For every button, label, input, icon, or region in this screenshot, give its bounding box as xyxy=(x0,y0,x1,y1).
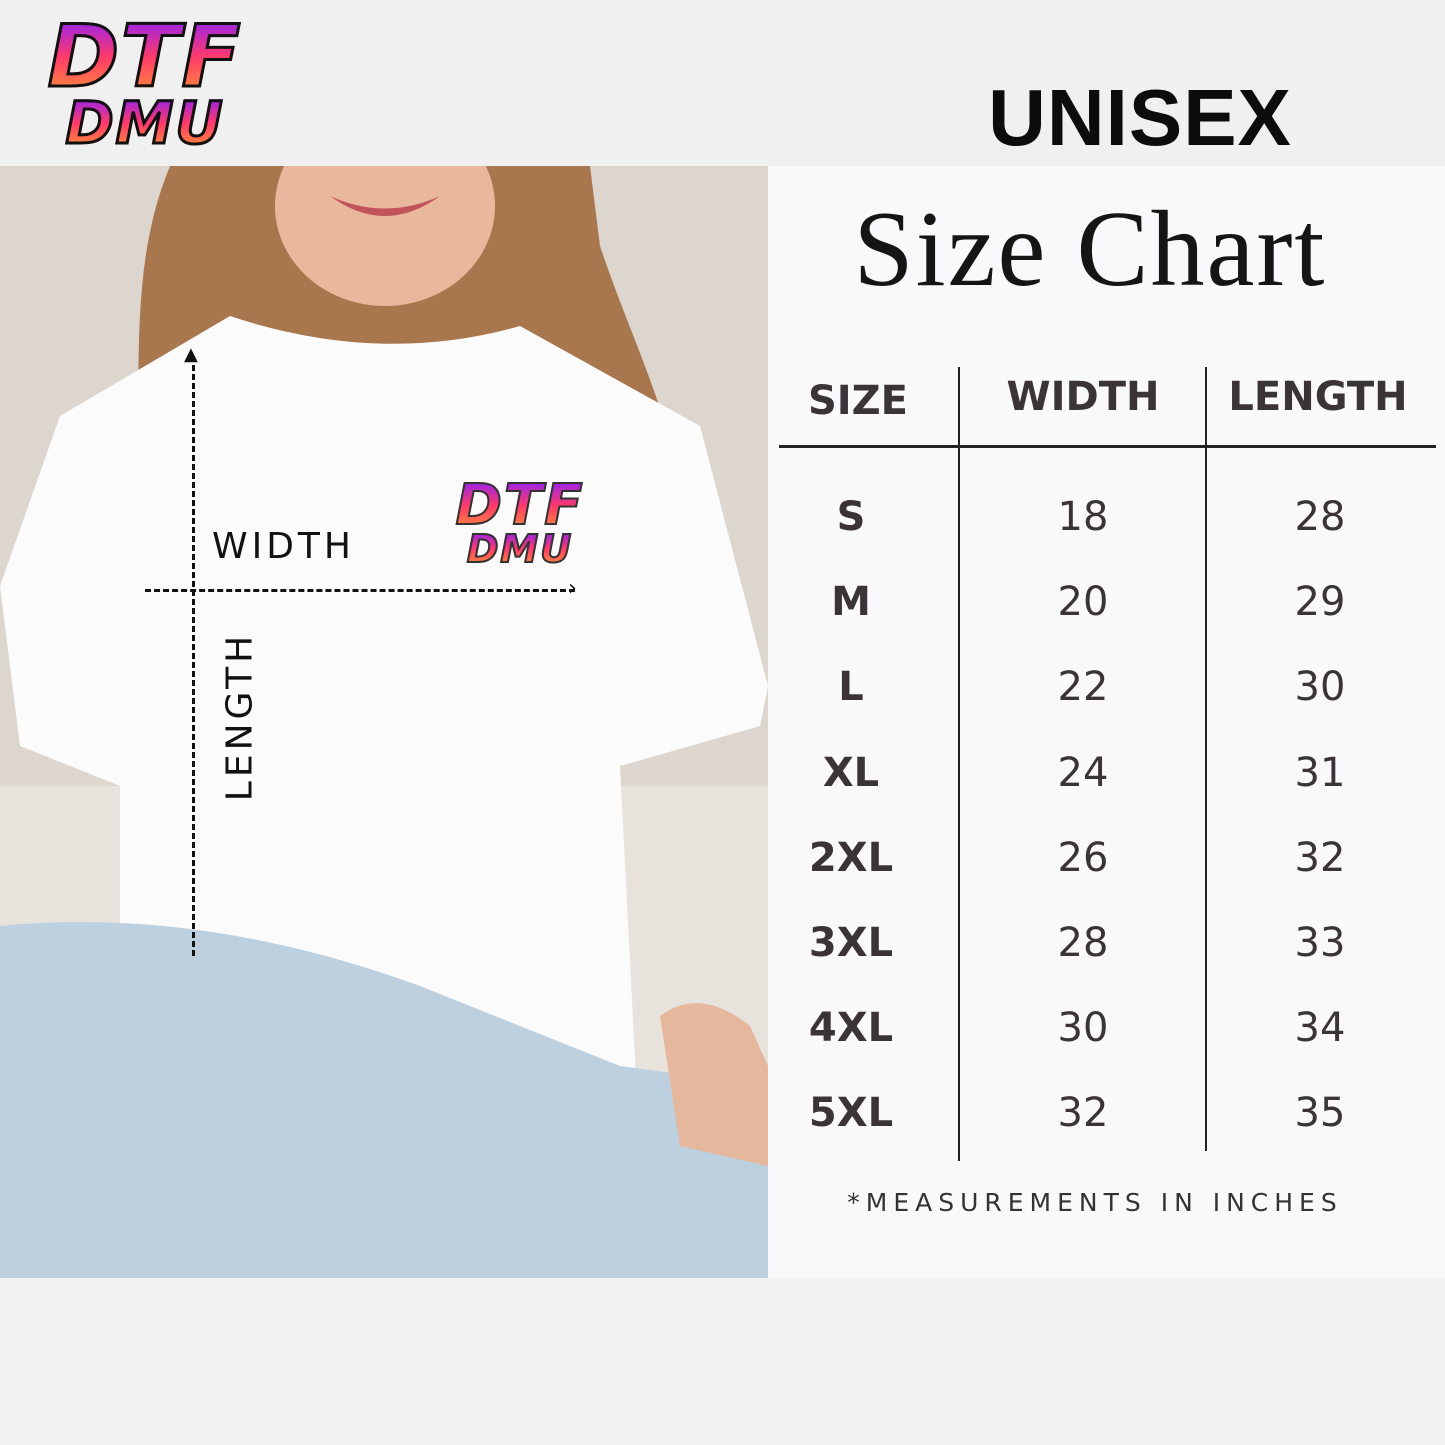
measurement-note: *MEASUREMENTS IN INCHES xyxy=(847,1188,1343,1217)
width-arrow xyxy=(145,589,575,592)
length-cell: 31 xyxy=(1294,749,1346,796)
width-cell: 18 xyxy=(1057,494,1109,540)
length-cell: 29 xyxy=(1294,579,1346,626)
size-chart-panel xyxy=(768,166,1445,1278)
column-divider-1 xyxy=(958,367,960,1161)
shirt-logo: DTF DMU xyxy=(440,477,600,570)
size-cell: 5XL xyxy=(808,1090,894,1137)
width-cell: 26 xyxy=(1057,834,1109,881)
arrow-right-icon: › xyxy=(568,576,577,601)
model-illustration xyxy=(0,166,768,1278)
column-header-size: SIZE xyxy=(807,378,909,424)
length-cell: 35 xyxy=(1294,1090,1346,1137)
length-label: LENGTH xyxy=(219,631,261,802)
brand-logo: DTF DMU xyxy=(30,13,260,154)
logo-line1: DTF xyxy=(30,13,260,102)
column-header-length: LENGTH xyxy=(1228,374,1408,420)
width-cell: 24 xyxy=(1057,749,1109,796)
size-cell: 4XL xyxy=(808,1005,894,1052)
arrow-up-icon: ▲ xyxy=(184,344,198,365)
size-cell: 2XL xyxy=(808,834,894,881)
column-divider-2 xyxy=(1205,367,1207,1151)
length-cell: 30 xyxy=(1294,664,1346,711)
width-cell: 32 xyxy=(1057,1090,1109,1137)
bottom-band xyxy=(0,1278,1445,1445)
width-cell: 22 xyxy=(1057,664,1109,711)
size-cell: M xyxy=(831,579,871,626)
page-title: Size Chart xyxy=(853,190,1327,309)
length-cell: 33 xyxy=(1294,920,1346,966)
width-label: WIDTH xyxy=(212,526,355,567)
category-heading: UNISEX xyxy=(988,73,1292,162)
length-cell: 28 xyxy=(1294,494,1346,540)
length-cell: 34 xyxy=(1294,1005,1346,1052)
model-photo: ▲ › WIDTH LENGTH DTF DMU xyxy=(0,166,768,1278)
width-cell: 30 xyxy=(1057,1005,1109,1052)
size-cell: 3XL xyxy=(808,920,894,966)
top-band xyxy=(0,0,1445,166)
column-header-width: WIDTH xyxy=(1006,374,1160,420)
length-cell: 32 xyxy=(1294,834,1346,881)
size-cell: L xyxy=(838,664,864,711)
logo-line2: DMU xyxy=(30,93,260,154)
size-cell: XL xyxy=(822,749,880,796)
size-cell: S xyxy=(836,494,866,540)
width-cell: 28 xyxy=(1057,920,1109,966)
width-cell: 20 xyxy=(1057,579,1109,626)
length-arrow xyxy=(192,356,195,956)
header-divider xyxy=(779,445,1436,448)
